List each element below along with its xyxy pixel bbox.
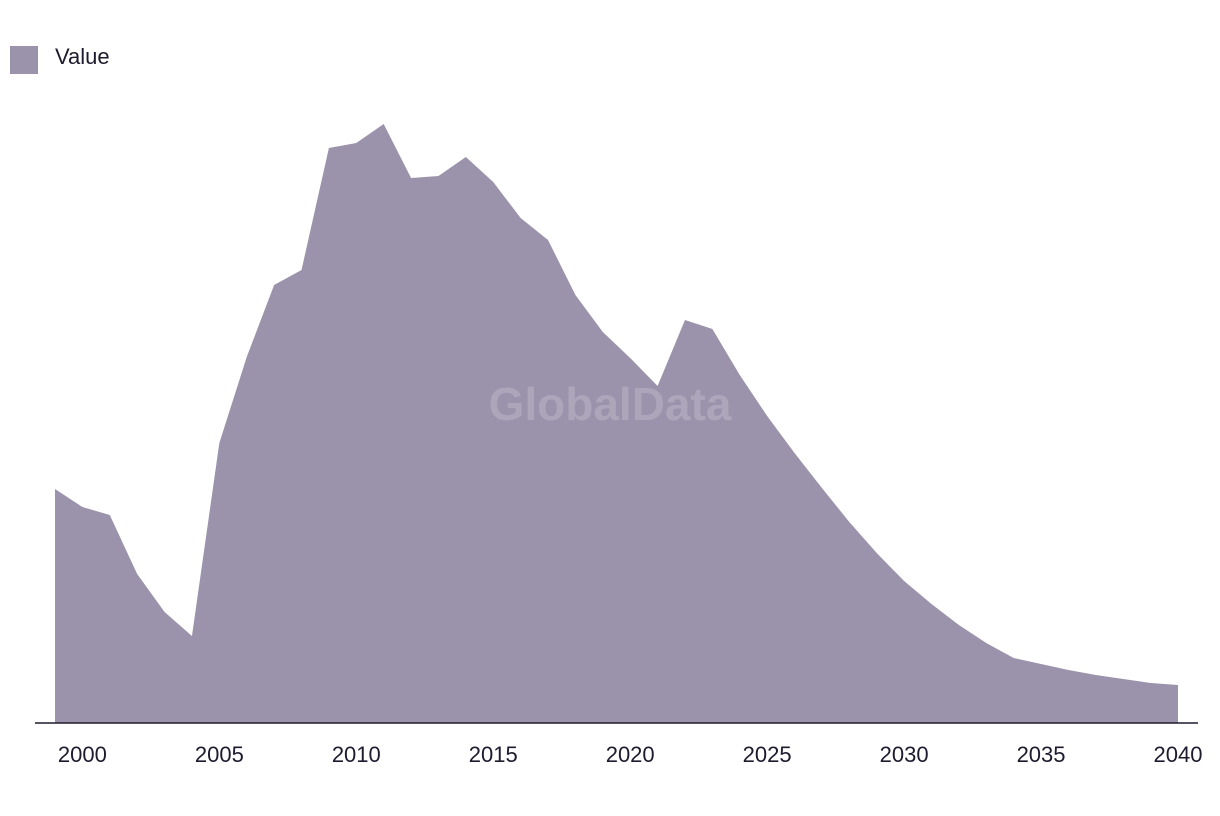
x-tick-label: 2035	[1017, 742, 1066, 767]
x-tick-label: 2015	[469, 742, 518, 767]
legend-swatch	[10, 46, 38, 74]
x-tick-label: 2020	[606, 742, 655, 767]
x-tick-label: 2030	[880, 742, 929, 767]
area	[55, 124, 1178, 723]
x-tick-label: 2025	[743, 742, 792, 767]
x-tick-label: 2005	[195, 742, 244, 767]
x-tick-label: 2000	[58, 742, 107, 767]
x-tick-label: 2040	[1154, 742, 1203, 767]
legend-label: Value	[55, 44, 110, 69]
watermark: GlobalData	[489, 378, 732, 430]
x-tick-label: 2010	[332, 742, 381, 767]
